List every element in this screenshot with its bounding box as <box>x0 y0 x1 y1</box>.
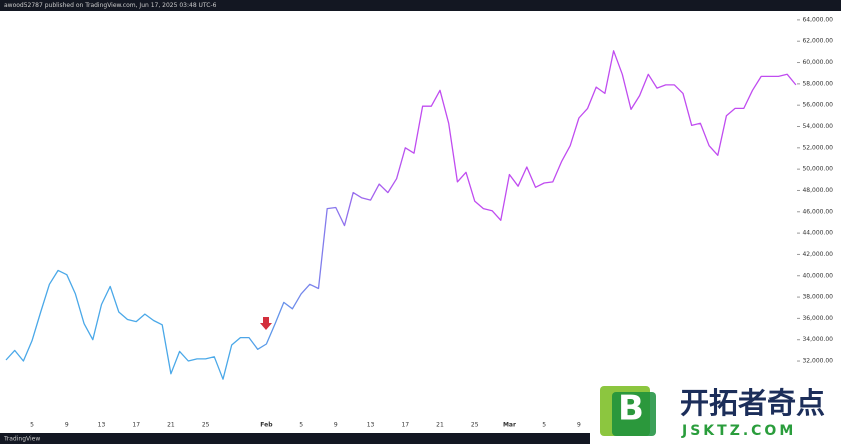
logo-letter: B <box>618 389 644 429</box>
y-tick-label: 32,000.00 <box>802 358 833 365</box>
x-tick-label: 9 <box>65 422 69 429</box>
x-tick-label: Feb <box>260 422 273 429</box>
y-tick-label: 38,000.00 <box>802 294 833 301</box>
x-tick-label: 9 <box>577 422 581 429</box>
x-tick-label: 17 <box>132 422 140 429</box>
watermark-name: 开拓者奇点 <box>680 386 825 420</box>
y-tick-label: 34,000.00 <box>802 336 833 343</box>
y-tick-label: 42,000.00 <box>802 251 833 258</box>
y-tick-label: 46,000.00 <box>802 208 833 215</box>
header-text: awood52787 published on TradingView.com,… <box>4 2 217 9</box>
y-tick-label: 60,000.00 <box>802 59 833 66</box>
price-line <box>5 50 797 380</box>
y-tick-label: 36,000.00 <box>802 315 833 322</box>
y-tick-label: 44,000.00 <box>802 230 833 237</box>
logo-box2 <box>612 392 656 436</box>
y-tick-label: 62,000.00 <box>802 38 833 45</box>
footer-bar <box>0 433 841 444</box>
y-tick-label: 48,000.00 <box>802 187 833 194</box>
x-tick-label: 21 <box>436 422 444 429</box>
y-tick-label: 56,000.00 <box>802 102 833 109</box>
watermark-site: JSKTZ.COM <box>681 423 796 439</box>
y-tick-label: 54,000.00 <box>802 123 833 130</box>
x-tick-label: 9 <box>334 422 338 429</box>
header-bar <box>0 0 841 11</box>
arrow-marker <box>260 317 272 330</box>
y-tick-label: 50,000.00 <box>802 166 833 173</box>
y-tick-label: 40,000.00 <box>802 272 833 279</box>
x-tick-label: 21 <box>167 422 175 429</box>
x-tick-label: 17 <box>401 422 409 429</box>
watermark: B 开拓者奇点 JSKTZ.COM <box>590 380 841 444</box>
x-tick-label: 5 <box>542 422 546 429</box>
y-tick-label: 58,000.00 <box>802 80 833 87</box>
x-tick-label: 25 <box>471 422 479 429</box>
x-tick-label: 13 <box>98 422 106 429</box>
y-tick-label: 52,000.00 <box>802 144 833 151</box>
footer-text: TradingView <box>3 436 40 443</box>
x-tick-label: 13 <box>367 422 375 429</box>
y-tick-label: 64,000.00 <box>802 16 833 23</box>
x-tick-label: 25 <box>202 422 210 429</box>
x-tick-label: Mar <box>503 422 516 429</box>
x-tick-label: 5 <box>299 422 303 429</box>
x-tick-label: 5 <box>30 422 34 429</box>
